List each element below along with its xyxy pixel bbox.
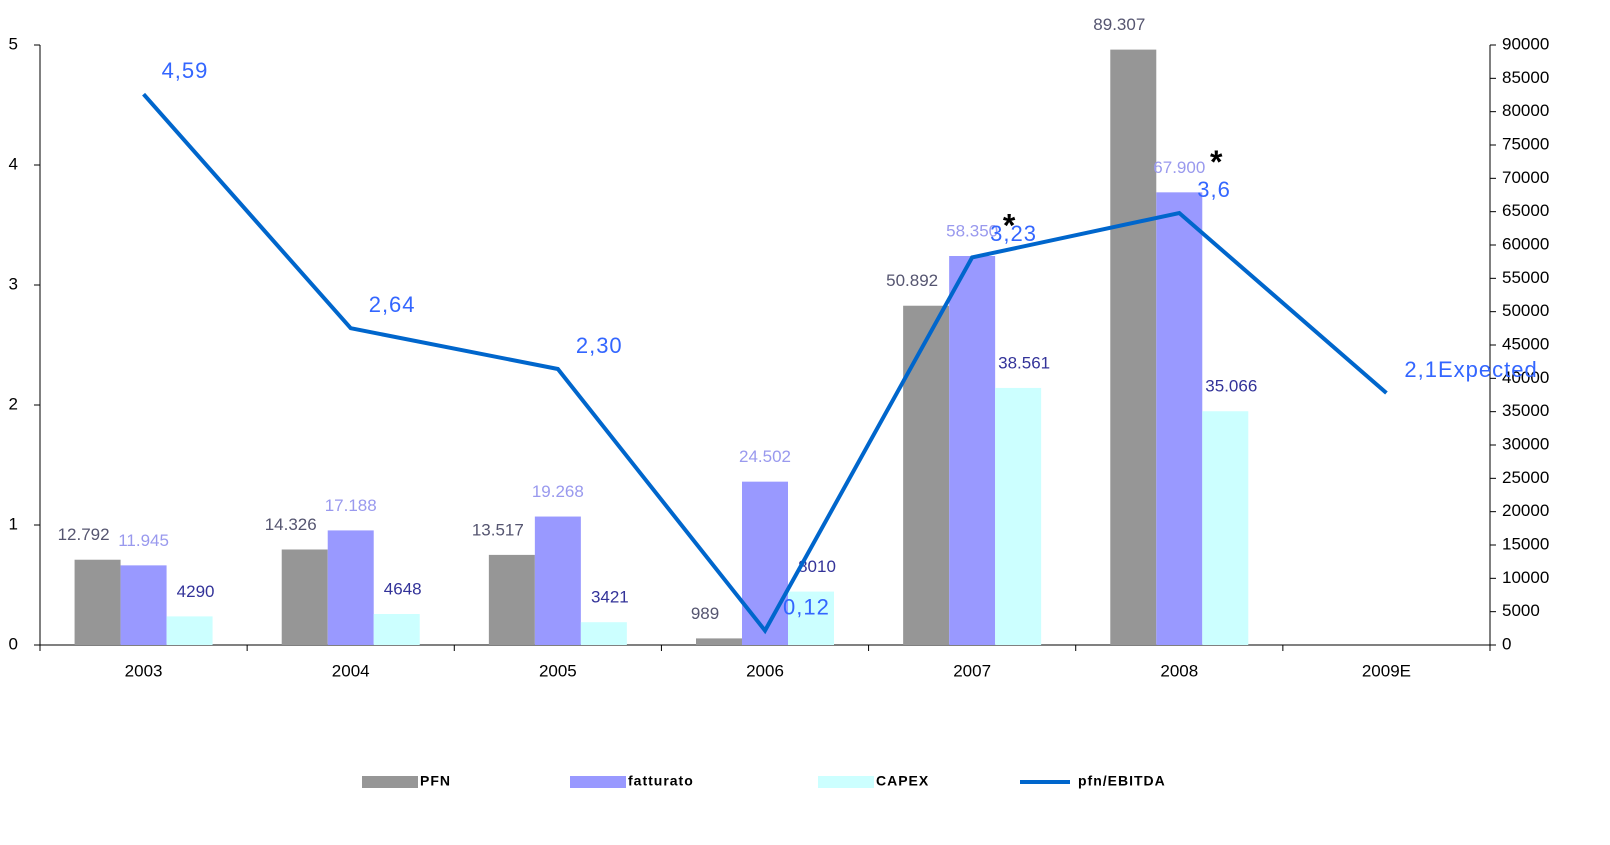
y2-tick-label: 65000 — [1502, 201, 1549, 220]
bar — [1110, 49, 1157, 646]
y2-tick-label: 75000 — [1502, 134, 1549, 153]
bar-value-label: 14.326 — [265, 515, 317, 534]
y-tick-label: 0 — [9, 634, 18, 653]
bar — [742, 481, 788, 645]
y2-tick-label: 15000 — [1502, 534, 1549, 553]
bar-value-label: 50.892 — [886, 271, 938, 290]
bar-value-label: 24.502 — [739, 447, 791, 466]
y2-tick-label: 20000 — [1502, 501, 1549, 520]
bar — [995, 387, 1042, 645]
bar — [534, 516, 581, 645]
bar-value-label: 38.561 — [998, 353, 1050, 372]
bar — [1156, 192, 1203, 646]
y2-tick-label: 70000 — [1502, 168, 1549, 187]
bar — [74, 559, 121, 645]
bar — [327, 530, 374, 645]
bar — [281, 549, 328, 645]
y-tick-label: 1 — [9, 514, 18, 533]
y2-tick-label: 30000 — [1502, 434, 1549, 453]
annotation: * — [1210, 144, 1223, 180]
bar-value-label: 35.066 — [1205, 377, 1257, 396]
bar — [903, 305, 950, 645]
line-value-label: 4,59 — [162, 58, 209, 83]
bar — [580, 622, 627, 645]
legend-label: CAPEX — [876, 773, 929, 789]
line — [142, 92, 1388, 635]
bar — [949, 256, 996, 645]
x-tick-label: 2009E — [1362, 661, 1411, 680]
line-value-label: 3,6 — [1197, 177, 1231, 202]
y-tick-label: 3 — [9, 274, 18, 293]
bar-value-label: 8010 — [798, 557, 836, 576]
y2-tick-label: 35000 — [1502, 401, 1549, 420]
y2-tick-label: 90000 — [1502, 34, 1549, 53]
y2-tick-label: 50000 — [1502, 301, 1549, 320]
bar-value-label: 12.792 — [58, 525, 110, 544]
x-tick-label: 2003 — [125, 661, 163, 680]
bar-value-label: 4648 — [384, 579, 422, 598]
legend-marker — [362, 776, 418, 788]
line-value-label: 2,30 — [576, 333, 623, 358]
bar-value-label: 67.900 — [1153, 158, 1205, 177]
bar-value-label: 989 — [691, 604, 719, 623]
y2-tick-label: 45000 — [1502, 334, 1549, 353]
bar-value-label: 19.268 — [532, 482, 584, 501]
bar — [120, 565, 167, 645]
bar-value-label: 89.307 — [1093, 15, 1145, 34]
x-tick-label: 2006 — [746, 661, 784, 680]
bar-value-label: 13.517 — [472, 520, 524, 539]
x-tick-label: 2005 — [539, 661, 577, 680]
bar-value-label: 17.188 — [325, 496, 377, 515]
y-tick-label: 5 — [9, 34, 18, 53]
y-tick-label: 2 — [9, 394, 18, 413]
bar — [696, 638, 742, 645]
bar-value-label: 58.350 — [946, 221, 998, 240]
legend-marker — [818, 776, 874, 788]
y2-tick-label: 80000 — [1502, 101, 1549, 120]
bar — [166, 616, 213, 645]
bar-value-label: 11.945 — [118, 531, 169, 550]
legend-marker — [570, 776, 626, 788]
y2-tick-label: 60000 — [1502, 234, 1549, 253]
x-tick-label: 2004 — [332, 661, 370, 680]
legend-label: pfn/EBITDA — [1078, 773, 1166, 789]
line-value-label: 2,64 — [369, 292, 416, 317]
bar-value-label: 4290 — [177, 582, 215, 601]
y2-tick-label: 10000 — [1502, 568, 1549, 587]
line-value-label: 2,1Expected — [1404, 357, 1537, 382]
legend-label: fatturato — [628, 773, 694, 789]
y2-tick-label: 25000 — [1502, 468, 1549, 487]
line-value-label: 0,12 — [783, 594, 830, 619]
y2-tick-label: 0 — [1502, 634, 1511, 653]
y-tick-label: 4 — [9, 154, 18, 173]
annotation: * — [1003, 207, 1016, 243]
y2-tick-label: 5000 — [1502, 601, 1540, 620]
bar — [488, 554, 535, 645]
x-tick-label: 2007 — [953, 661, 991, 680]
bar — [788, 591, 834, 645]
y2-tick-label: 85000 — [1502, 68, 1549, 87]
y2-tick-label: 40000 — [1502, 368, 1549, 387]
y2-tick-label: 55000 — [1502, 268, 1549, 287]
bar — [1202, 411, 1249, 645]
line-value-label: 3,23 — [990, 221, 1037, 246]
bar — [373, 614, 420, 645]
x-tick-label: 2008 — [1160, 661, 1198, 680]
bar-value-label: 3421 — [591, 588, 629, 607]
legend-label: PFN — [420, 773, 451, 789]
